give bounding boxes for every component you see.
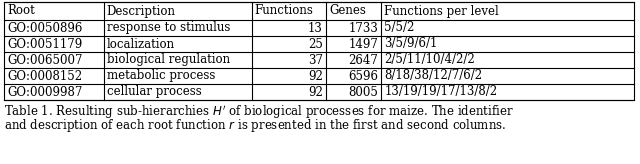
Text: 13: 13 bbox=[308, 21, 323, 34]
Text: Functions per level: Functions per level bbox=[385, 4, 499, 18]
Text: 92: 92 bbox=[308, 85, 323, 99]
Text: 92: 92 bbox=[308, 70, 323, 82]
Text: 2/5/11/10/4/2/2: 2/5/11/10/4/2/2 bbox=[385, 53, 475, 66]
Text: 25: 25 bbox=[308, 38, 323, 51]
Text: 5/5/2: 5/5/2 bbox=[385, 21, 415, 34]
Text: 3/5/9/6/1: 3/5/9/6/1 bbox=[385, 38, 438, 51]
Text: Functions: Functions bbox=[255, 4, 314, 18]
Text: localization: localization bbox=[106, 38, 175, 51]
Text: cellular process: cellular process bbox=[106, 85, 202, 99]
Text: and description of each root function $r$ is presented in the first and second c: and description of each root function $r… bbox=[4, 116, 506, 133]
Text: 2647: 2647 bbox=[349, 53, 378, 66]
Text: Table 1. Resulting sub-hierarchies $H'$ of biological processes for maize. The i: Table 1. Resulting sub-hierarchies $H'$ … bbox=[4, 103, 514, 121]
Text: 37: 37 bbox=[308, 53, 323, 66]
Text: Root: Root bbox=[7, 4, 35, 18]
Text: 8005: 8005 bbox=[349, 85, 378, 99]
Text: Genes: Genes bbox=[329, 4, 366, 18]
Text: GO:0051179: GO:0051179 bbox=[7, 38, 83, 51]
Text: 6596: 6596 bbox=[348, 70, 378, 82]
Text: Description: Description bbox=[106, 4, 175, 18]
Text: 1497: 1497 bbox=[349, 38, 378, 51]
Text: GO:0008152: GO:0008152 bbox=[7, 70, 82, 82]
Text: 8/18/38/12/7/6/2: 8/18/38/12/7/6/2 bbox=[385, 70, 483, 82]
Bar bbox=[4, 2, 634, 100]
Text: metabolic process: metabolic process bbox=[106, 70, 215, 82]
Text: GO:0050896: GO:0050896 bbox=[7, 21, 83, 34]
Text: response to stimulus: response to stimulus bbox=[106, 21, 230, 34]
Text: 1733: 1733 bbox=[349, 21, 378, 34]
Text: GO:0009987: GO:0009987 bbox=[7, 85, 83, 99]
Text: 13/19/19/17/13/8/2: 13/19/19/17/13/8/2 bbox=[385, 85, 497, 99]
Text: biological regulation: biological regulation bbox=[106, 53, 230, 66]
Text: GO:0065007: GO:0065007 bbox=[7, 53, 83, 66]
